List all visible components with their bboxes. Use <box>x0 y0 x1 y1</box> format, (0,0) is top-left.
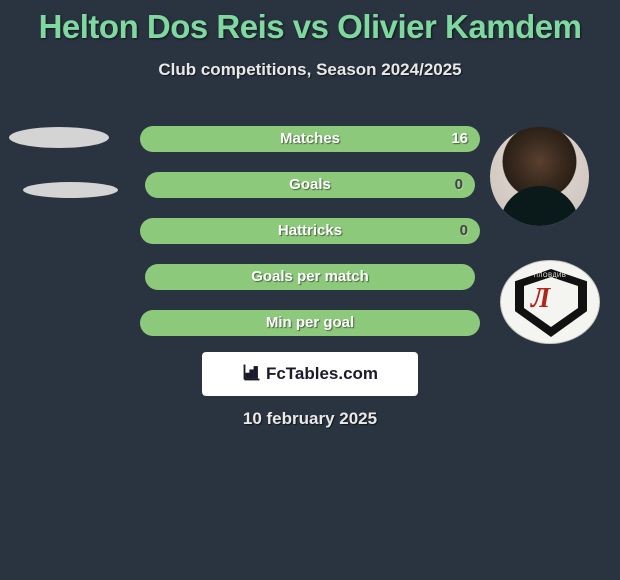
date-line: 10 february 2025 <box>0 409 620 429</box>
stat-bar-hattricks: Hattricks 0 <box>140 218 480 244</box>
player-left-placeholder-2 <box>23 182 118 198</box>
stat-bar-goals-per-match: Goals per match <box>145 264 475 290</box>
chart-icon <box>242 362 262 387</box>
subtitle: Club competitions, Season 2024/2025 <box>0 60 620 80</box>
stat-bar-min-per-goal: Min per goal <box>140 310 480 336</box>
stat-label: Matches <box>280 130 340 147</box>
stat-label: Goals <box>289 176 331 193</box>
page-title: Helton Dos Reis vs Olivier Kamdem <box>0 0 620 46</box>
club-badge: ПЛОВДИВ Л <box>500 260 600 344</box>
stat-label: Min per goal <box>266 314 354 331</box>
stat-label: Hattricks <box>278 222 342 239</box>
stat-value: 0 <box>455 172 463 197</box>
stat-bars: Matches 16 Goals 0 Hattricks 0 Goals per… <box>140 126 480 356</box>
stat-value: 16 <box>451 126 468 151</box>
stat-bar-goals: Goals 0 <box>145 172 475 198</box>
stat-label: Goals per match <box>251 268 369 285</box>
brand-box: FcTables.com <box>202 352 418 396</box>
stat-bar-matches: Matches 16 <box>140 126 480 152</box>
player-right-avatar <box>490 127 589 226</box>
stat-value: 0 <box>460 218 468 243</box>
brand-text: FcTables.com <box>266 364 378 384</box>
player-left-placeholder-1 <box>9 127 109 148</box>
